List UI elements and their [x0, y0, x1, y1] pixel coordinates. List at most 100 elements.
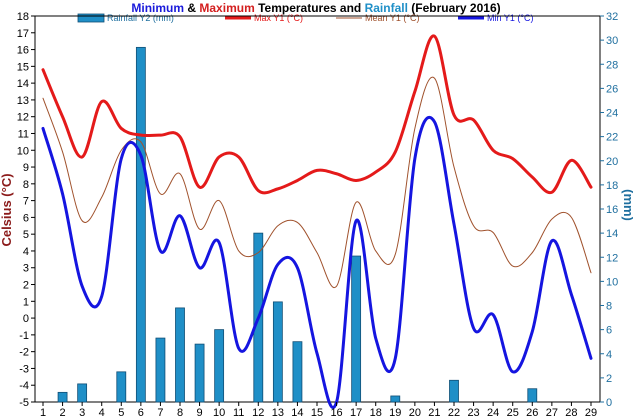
- plot-border: [34, 15, 601, 403]
- left-tick-label: 9: [23, 162, 29, 174]
- x-tick-label: 4: [99, 407, 105, 419]
- x-tick-label: 21: [428, 407, 440, 419]
- right-tick-label: 6: [606, 325, 612, 337]
- x-tick-label: 8: [177, 407, 183, 419]
- x-tick-label: 16: [330, 407, 342, 419]
- plot-frame: [34, 15, 601, 403]
- chart-title: Minimum & Maximum Temperatures and Rainf…: [131, 1, 500, 15]
- right-axis-label: (mm): [621, 189, 633, 221]
- title-part-5: (February 2016): [408, 1, 501, 15]
- x-tick-label: 24: [487, 407, 499, 419]
- right-tick-label: 18: [606, 180, 618, 192]
- x-tick-label: 5: [118, 407, 124, 419]
- left-tick-label: 12: [17, 112, 29, 124]
- rainfall-bars: [57, 46, 538, 403]
- x-tick-label: 13: [272, 407, 284, 419]
- x-tick-label: 27: [546, 407, 558, 419]
- x-tick-label: 29: [585, 407, 597, 419]
- x-tick-label: 6: [138, 407, 144, 419]
- legend-label: Mean Y1 (°C): [365, 13, 419, 23]
- left-tick-label: -2: [19, 347, 29, 359]
- x-tick-label: 14: [291, 407, 303, 419]
- right-tick-label: 32: [606, 11, 618, 23]
- rainfall-bar: [57, 391, 68, 403]
- rainfall-bar: [272, 301, 283, 403]
- left-axis-label: Celsius (°C): [0, 173, 14, 246]
- left-tick-label: 7: [23, 196, 29, 208]
- right-tick-label: 2: [606, 373, 612, 385]
- right-tick-label: 30: [606, 35, 618, 47]
- title-part-0: Minimum: [131, 1, 184, 15]
- rainfall-bar: [175, 307, 185, 403]
- rainfall-bar: [135, 46, 146, 403]
- right-tick-label: 8: [606, 301, 612, 313]
- left-tick-label: 16: [17, 45, 29, 57]
- left-tick-label: -4: [19, 380, 29, 392]
- x-tick-label: 18: [370, 407, 382, 419]
- title-part-3: Temperatures and: [255, 1, 365, 15]
- x-tick-label: 1: [40, 407, 46, 419]
- right-tick-label: 26: [606, 83, 618, 95]
- right-tick-label: 16: [606, 204, 618, 216]
- left-tick-label: 10: [17, 145, 29, 157]
- rainfall-bar: [116, 371, 127, 403]
- max-temp-line: [41, 34, 593, 195]
- x-tick-label: 26: [526, 407, 538, 419]
- right-tick-label: 4: [606, 349, 612, 361]
- temperature-lines: [41, 34, 593, 410]
- left-tick-label: -3: [19, 363, 29, 375]
- min-temp-line: [41, 115, 593, 410]
- legend-label: Rainfall Y2 (mm): [107, 13, 174, 23]
- right-tick-label: 14: [606, 228, 618, 240]
- left-tick-label: 17: [17, 28, 29, 40]
- right-tick-label: 28: [606, 59, 618, 71]
- x-tick-label: 7: [157, 407, 163, 419]
- left-tick-label: 11: [18, 128, 29, 140]
- left-tick-label: 6: [23, 212, 29, 224]
- left-tick-label: 13: [17, 95, 29, 107]
- left-tick-label: 14: [17, 78, 29, 90]
- rainfall-bar: [449, 379, 459, 403]
- x-tick-label: 19: [389, 407, 401, 419]
- rainfall-bar: [292, 341, 303, 403]
- rainfall-bar: [527, 388, 538, 403]
- x-axis: 1 2 3 4 5 6 7 8 9 10 11 12 13 14 15 16 17 18 19 20 21 22 23 24 2…: [40, 402, 597, 419]
- left-tick-label: 15: [17, 61, 29, 73]
- mean-temp-line: [42, 76, 592, 289]
- left-tick-label: 8: [23, 179, 29, 191]
- right-tick-label: 20: [606, 156, 618, 168]
- left-tick-label: 4: [23, 246, 29, 258]
- left-tick-label: 5: [23, 229, 29, 241]
- x-tick-label: 9: [197, 407, 203, 419]
- x-tick-label: 15: [311, 407, 323, 419]
- x-tick-label: 22: [448, 407, 460, 419]
- rainfall-bar: [351, 255, 362, 403]
- right-tick-label: 12: [606, 252, 618, 264]
- rainfall-bar: [194, 343, 205, 403]
- x-tick-label: 11: [233, 407, 244, 419]
- title-part-1: &: [184, 1, 199, 15]
- x-tick-label: 2: [60, 407, 66, 419]
- right-tick-label: 0: [606, 397, 612, 409]
- legend-label: Max Y1 (°C): [254, 13, 303, 23]
- right-tick-label: 10: [606, 276, 618, 288]
- chart-legend: Rainfall Y2 (mm) Max Y1 (°C) Mean Y1 (°C) M…: [77, 13, 533, 23]
- right-tick-label: 24: [606, 108, 618, 120]
- legend-swatch-rainfall: [77, 13, 105, 23]
- rainfall-bar: [77, 383, 88, 403]
- x-tick-label: 28: [565, 407, 577, 419]
- title-text: Minimum & Maximum Temperatures and Rainf…: [131, 1, 500, 15]
- rainfall-bar: [390, 395, 401, 403]
- legend-label: Min Y1 (°C): [487, 13, 533, 23]
- x-tick-label: 10: [213, 407, 225, 419]
- rainfall-bar: [155, 337, 166, 403]
- x-tick-label: 3: [79, 407, 85, 419]
- left-tick-label: 3: [23, 263, 29, 275]
- title-part-2: Maximum: [199, 1, 254, 15]
- left-tick-label: 1: [23, 296, 29, 308]
- x-tick-label: 23: [467, 407, 479, 419]
- rainfall-bar: [214, 329, 225, 403]
- left-tick-label: 0: [23, 313, 29, 325]
